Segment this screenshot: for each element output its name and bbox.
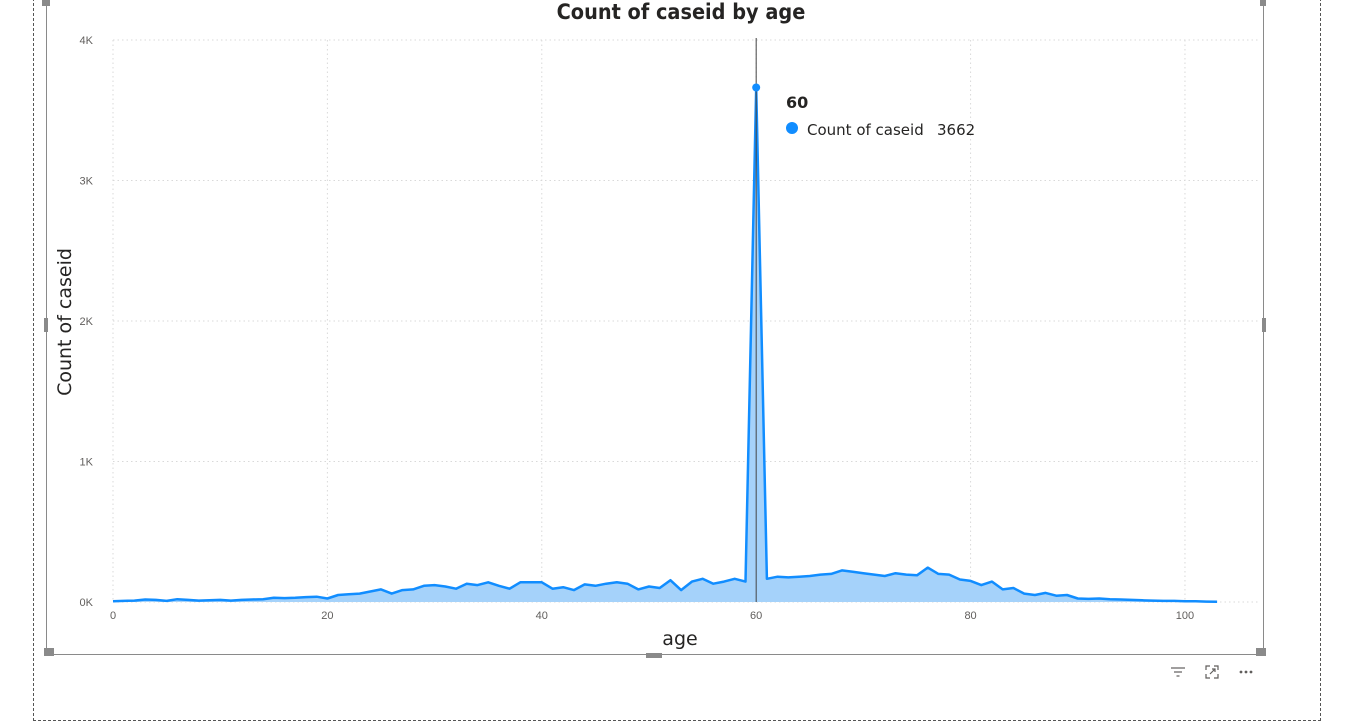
x-tick-label: 60 (750, 610, 762, 622)
hover-data-point[interactable] (752, 83, 761, 92)
x-tick-label: 100 (1176, 610, 1194, 622)
more-options-icon[interactable] (1236, 662, 1256, 682)
focus-mode-icon[interactable] (1202, 662, 1222, 682)
y-axis-ticks: 0K 1K 2K 3K 4K (80, 35, 94, 609)
report-page-frame (33, 0, 1321, 721)
visual-header-toolbar (1168, 662, 1256, 682)
resize-handle-bottom-right[interactable] (1256, 648, 1266, 656)
resize-handle-right[interactable] (1262, 318, 1266, 332)
resize-handle-bottom[interactable] (646, 653, 662, 658)
x-axis-ticks: 0 20 40 60 80 100 (110, 610, 1194, 622)
y-tick-label: 4K (80, 35, 94, 47)
x-tick-label: 20 (321, 610, 333, 622)
series-area (113, 87, 1218, 602)
grid-lines (112, 39, 1260, 603)
y-tick-label: 2K (80, 316, 94, 328)
x-axis-title: age (662, 628, 697, 650)
y-tick-label: 1K (80, 457, 94, 469)
tooltip-series-name: Count of caseid (807, 121, 924, 139)
x-tick-label: 80 (964, 610, 976, 622)
tooltip: 60 Count of caseid 3662 (786, 93, 975, 139)
x-tick-label: 0 (110, 610, 116, 622)
filter-icon[interactable] (1168, 662, 1188, 682)
tooltip-title: 60 (786, 93, 808, 112)
resize-handle-top-right[interactable] (1260, 0, 1266, 6)
series-line (112, 86, 1218, 603)
tooltip-legend-dot (786, 122, 798, 134)
resize-handle-bottom-left[interactable] (44, 648, 54, 656)
tooltip-value: 3662 (937, 121, 975, 139)
chart-title: Count of caseid by age (556, 0, 806, 24)
resize-handle-top-left[interactable] (42, 0, 50, 6)
y-tick-label: 0K (80, 597, 94, 609)
y-tick-label: 3K (80, 176, 94, 188)
resize-handle-left[interactable] (44, 318, 48, 332)
x-tick-label: 40 (536, 610, 548, 622)
y-axis-title: Count of caseid (54, 248, 76, 396)
